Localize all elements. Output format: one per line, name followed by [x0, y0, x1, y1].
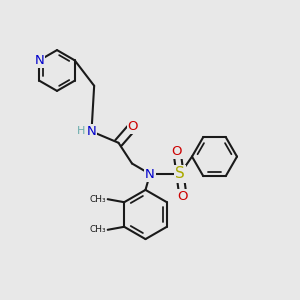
Text: N: N	[145, 167, 155, 181]
Text: N: N	[87, 125, 96, 138]
Text: O: O	[128, 120, 138, 133]
Text: CH₃: CH₃	[90, 195, 106, 204]
Text: O: O	[172, 145, 182, 158]
Text: H: H	[77, 126, 85, 136]
Text: N: N	[34, 54, 44, 67]
Text: CH₃: CH₃	[90, 225, 106, 234]
Text: S: S	[175, 167, 185, 182]
Text: O: O	[178, 190, 188, 203]
